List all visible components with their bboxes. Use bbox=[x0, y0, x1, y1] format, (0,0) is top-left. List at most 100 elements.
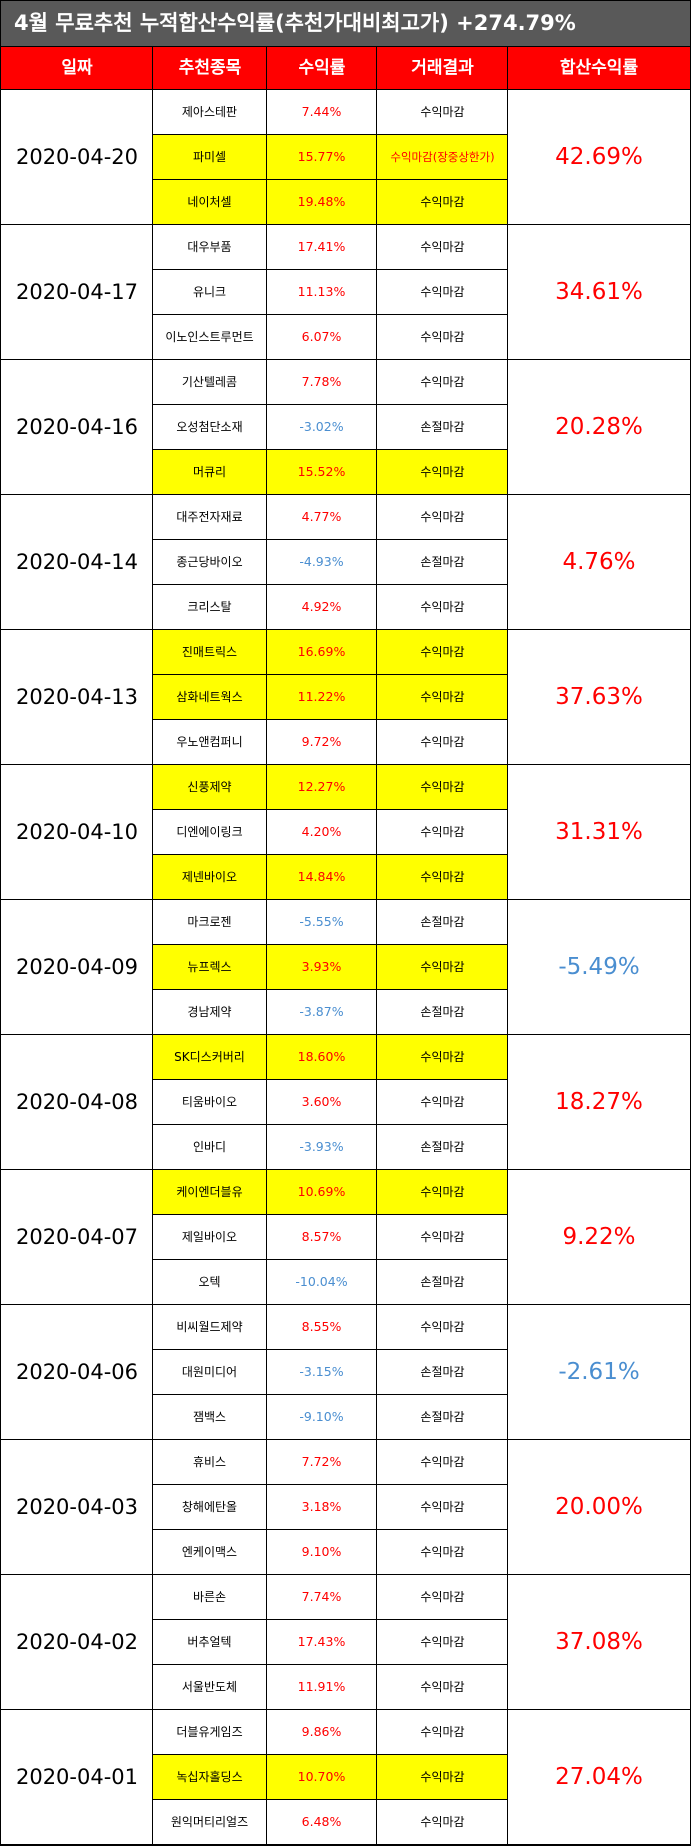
stock-name: 오성첨단소재 bbox=[176, 420, 243, 434]
date-group: 2020-04-09 마크로젠 -5.55% 손절마감 뉴프렉스 3.93% 수익마감 경남제… bbox=[1, 900, 690, 1035]
return-value: 17.41% bbox=[297, 239, 346, 254]
table-row: SK디스커버리 18.60% 수익마감 bbox=[153, 1035, 508, 1080]
stock-name: 원익머티리얼즈 bbox=[170, 1815, 249, 1829]
return-value: 11.91% bbox=[297, 1679, 346, 1694]
date-cell: 2020-04-14 bbox=[15, 550, 139, 574]
trade-result: 수익마감 bbox=[420, 1230, 465, 1244]
return-value: 3.60% bbox=[301, 1094, 342, 1109]
trade-result: 손절마감 bbox=[420, 420, 465, 434]
return-value: 18.60% bbox=[297, 1049, 346, 1064]
stock-name: 잼백스 bbox=[192, 1410, 227, 1424]
stock-name: SK디스커버리 bbox=[174, 1050, 245, 1064]
trade-result: 수익마감 bbox=[420, 1725, 465, 1739]
trade-result: 손절마감 bbox=[420, 555, 465, 569]
table-row: 휴비스 7.72% 수익마감 bbox=[153, 1440, 508, 1485]
date-group: 2020-04-08 SK디스커버리 18.60% 수익마감 티움바이오 3.60% 수익마… bbox=[1, 1035, 690, 1170]
page-title: 4월 무료추천 누적합산수익률(추천가대비최고가) +274.79% bbox=[1, 1, 690, 46]
stock-name: 제일바이오 bbox=[181, 1230, 238, 1244]
trade-result: 수익마감 bbox=[420, 1095, 465, 1109]
stock-name: 삼화네트웍스 bbox=[176, 690, 243, 704]
table-row: 종근당바이오 -4.93% 손절마감 bbox=[153, 540, 508, 585]
trade-result: 수익마감 bbox=[420, 1770, 465, 1784]
stock-name: 제아스테판 bbox=[181, 105, 238, 119]
stock-name: 오텍 bbox=[198, 1275, 221, 1289]
trade-result: 수익마감 bbox=[420, 1320, 465, 1334]
stock-name: 이노인스트루먼트 bbox=[165, 330, 254, 344]
date-cell: 2020-04-13 bbox=[15, 685, 139, 709]
trade-result: 손절마감 bbox=[420, 1140, 465, 1154]
return-value: 4.77% bbox=[301, 509, 342, 524]
table-row: 대우부품 17.41% 수익마감 bbox=[153, 225, 508, 270]
column-header-result: 거래결과 bbox=[411, 58, 474, 78]
stock-name: 서울반도체 bbox=[181, 1680, 238, 1694]
stock-name: 크리스탈 bbox=[187, 600, 232, 614]
table-row: 진매트릭스 16.69% 수익마감 bbox=[153, 630, 508, 675]
date-cell: 2020-04-06 bbox=[15, 1360, 139, 1384]
table-header: 일짜 추천종목 수익률 거래결과 합산수익률 bbox=[1, 46, 690, 90]
date-cell: 2020-04-09 bbox=[15, 955, 139, 979]
date-cell: 2020-04-07 bbox=[15, 1225, 139, 1249]
stock-name: 비씨월드제약 bbox=[176, 1320, 243, 1334]
trade-result: 수익마감 bbox=[420, 1500, 465, 1514]
cumulative-return: 18.27% bbox=[555, 1089, 643, 1115]
date-cell: 2020-04-02 bbox=[15, 1630, 139, 1654]
return-value: 8.57% bbox=[301, 1229, 342, 1244]
return-value: -3.15% bbox=[299, 1364, 344, 1379]
return-value: 9.10% bbox=[301, 1544, 342, 1559]
trade-result: 수익마감 bbox=[420, 330, 465, 344]
trade-result: 수익마감 bbox=[420, 465, 465, 479]
stock-name: 뉴프렉스 bbox=[187, 960, 232, 974]
trade-result: 수익마감 bbox=[420, 735, 465, 749]
stock-name: 제넨바이오 bbox=[181, 870, 238, 884]
return-value: -3.02% bbox=[299, 419, 344, 434]
return-value: 7.44% bbox=[301, 104, 342, 119]
return-value: -3.93% bbox=[299, 1139, 344, 1154]
table-row: 뉴프렉스 3.93% 수익마감 bbox=[153, 945, 508, 990]
return-value: 7.72% bbox=[301, 1454, 342, 1469]
trade-result: 수익마감 bbox=[420, 600, 465, 614]
stock-name: 인바디 bbox=[192, 1140, 227, 1154]
trade-result: 수익마감 bbox=[420, 825, 465, 839]
stock-name: 대주전자재료 bbox=[176, 510, 243, 524]
stock-name: 창해에탄올 bbox=[181, 1500, 238, 1514]
return-value: -9.10% bbox=[299, 1409, 344, 1424]
date-group: 2020-04-01 더블유게임즈 9.86% 수익마감 녹십자홀딩스 10.70% 수익마… bbox=[1, 1710, 690, 1845]
date-group: 2020-04-07 케이엔더블유 10.69% 수익마감 제일바이오 8.57% 수익마감… bbox=[1, 1170, 690, 1305]
stock-name: 유니크 bbox=[192, 285, 227, 299]
return-value: 8.55% bbox=[301, 1319, 342, 1334]
trade-result: 수익마감 bbox=[420, 105, 465, 119]
trade-result: 손절마감 bbox=[420, 915, 465, 929]
trade-result: 수익마감 bbox=[420, 1455, 465, 1469]
return-value: 11.22% bbox=[297, 689, 346, 704]
cumulative-return: 37.63% bbox=[555, 684, 643, 710]
return-value: 3.18% bbox=[301, 1499, 342, 1514]
stock-name: 대우부품 bbox=[187, 240, 232, 254]
cumulative-return: 20.00% bbox=[555, 1494, 643, 1520]
table-row: 디엔에이링크 4.20% 수익마감 bbox=[153, 810, 508, 855]
stock-name: 엔케이맥스 bbox=[181, 1545, 238, 1559]
table-row: 창해에탄올 3.18% 수익마감 bbox=[153, 1485, 508, 1530]
date-cell: 2020-04-20 bbox=[15, 145, 139, 169]
table-row: 대원미디어 -3.15% 손절마감 bbox=[153, 1350, 508, 1395]
stock-name: 마크로젠 bbox=[187, 915, 232, 929]
column-header-total: 합산수익률 bbox=[559, 58, 639, 78]
table-row: 바른손 7.74% 수익마감 bbox=[153, 1575, 508, 1620]
table-row: 머큐리 15.52% 수익마감 bbox=[153, 450, 508, 495]
stock-name: 신풍제약 bbox=[187, 780, 232, 794]
cumulative-return: 20.28% bbox=[555, 414, 643, 440]
return-value: -10.04% bbox=[295, 1274, 348, 1289]
table-row: 제아스테판 7.44% 수익마감 bbox=[153, 90, 508, 135]
trade-result: 수익마감 bbox=[420, 1635, 465, 1649]
return-value: 14.84% bbox=[297, 869, 346, 884]
return-value: 10.69% bbox=[297, 1184, 346, 1199]
cumulative-return: 9.22% bbox=[562, 1224, 636, 1250]
table-row: 비씨월드제약 8.55% 수익마감 bbox=[153, 1305, 508, 1350]
return-value: 11.13% bbox=[297, 284, 346, 299]
trade-result: 손절마감 bbox=[420, 1005, 465, 1019]
cumulative-return: 42.69% bbox=[555, 144, 643, 170]
return-value: 12.27% bbox=[297, 779, 346, 794]
table-row: 우노앤컴퍼니 9.72% 수익마감 bbox=[153, 720, 508, 765]
table-row: 삼화네트웍스 11.22% 수익마감 bbox=[153, 675, 508, 720]
stock-name: 머큐리 bbox=[192, 465, 227, 479]
